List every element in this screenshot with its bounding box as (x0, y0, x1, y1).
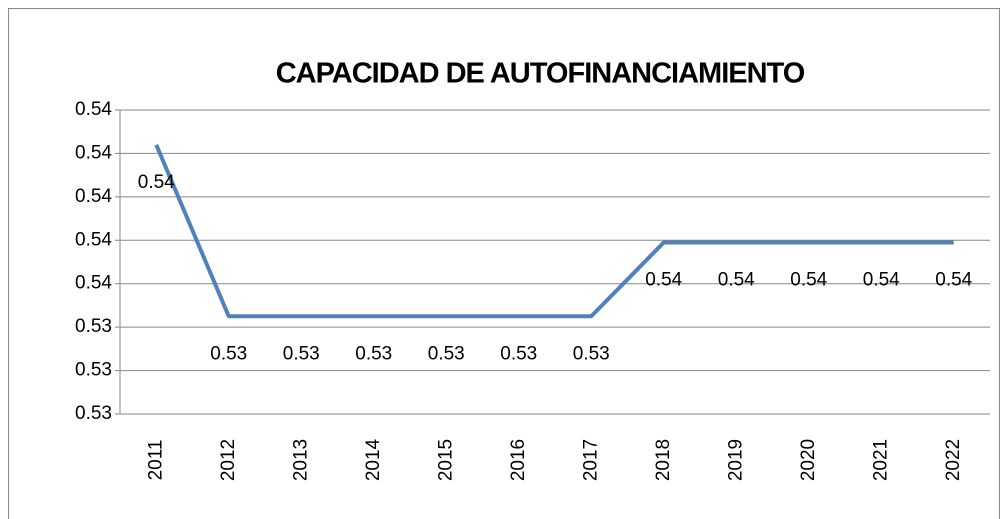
y-tick-label: 0.54 (75, 229, 112, 250)
x-tick-label: 2018 (653, 439, 674, 481)
data-label: 0.54 (935, 269, 972, 290)
x-tick-label: 2021 (870, 439, 891, 481)
data-label: 0.53 (210, 343, 247, 364)
y-tick-label: 0.54 (75, 99, 112, 120)
y-tick-label: 0.53 (75, 403, 112, 424)
data-label: 0.54 (138, 172, 175, 193)
x-tick-label: 2019 (725, 439, 746, 481)
data-label: 0.53 (355, 343, 392, 364)
x-tick-label: 2020 (798, 439, 819, 481)
chart-border (8, 8, 1000, 519)
x-tick-label: 2015 (435, 439, 456, 481)
x-tick-label: 2016 (508, 439, 529, 481)
x-tick-label: 2022 (943, 439, 964, 481)
data-label: 0.53 (428, 343, 465, 364)
x-tick-label: 2014 (363, 438, 384, 481)
y-tick-label: 0.54 (75, 273, 112, 294)
data-label: 0.54 (718, 269, 755, 290)
data-label: 0.53 (283, 343, 320, 364)
x-tick-label: 2011 (145, 440, 166, 481)
line (154, 143, 954, 319)
y-tick-label: 0.54 (75, 186, 112, 207)
data-label: 0.54 (790, 269, 827, 290)
x-tick-label: 2017 (580, 439, 601, 481)
x-tick-label: 2013 (290, 439, 311, 481)
y-tick-label: 0.54 (75, 142, 112, 163)
data-label: 0.53 (573, 343, 610, 364)
y-tick-label: 0.53 (75, 316, 112, 337)
data-label: 0.54 (863, 269, 900, 290)
data-label: 0.53 (500, 343, 537, 364)
chart-title: CAPACIDAD DE AUTOFINANCIAMIENTO (276, 58, 805, 90)
x-tick-label: 2012 (218, 439, 239, 481)
data-label: 0.54 (645, 269, 682, 290)
y-tick-label: 0.53 (75, 360, 112, 381)
